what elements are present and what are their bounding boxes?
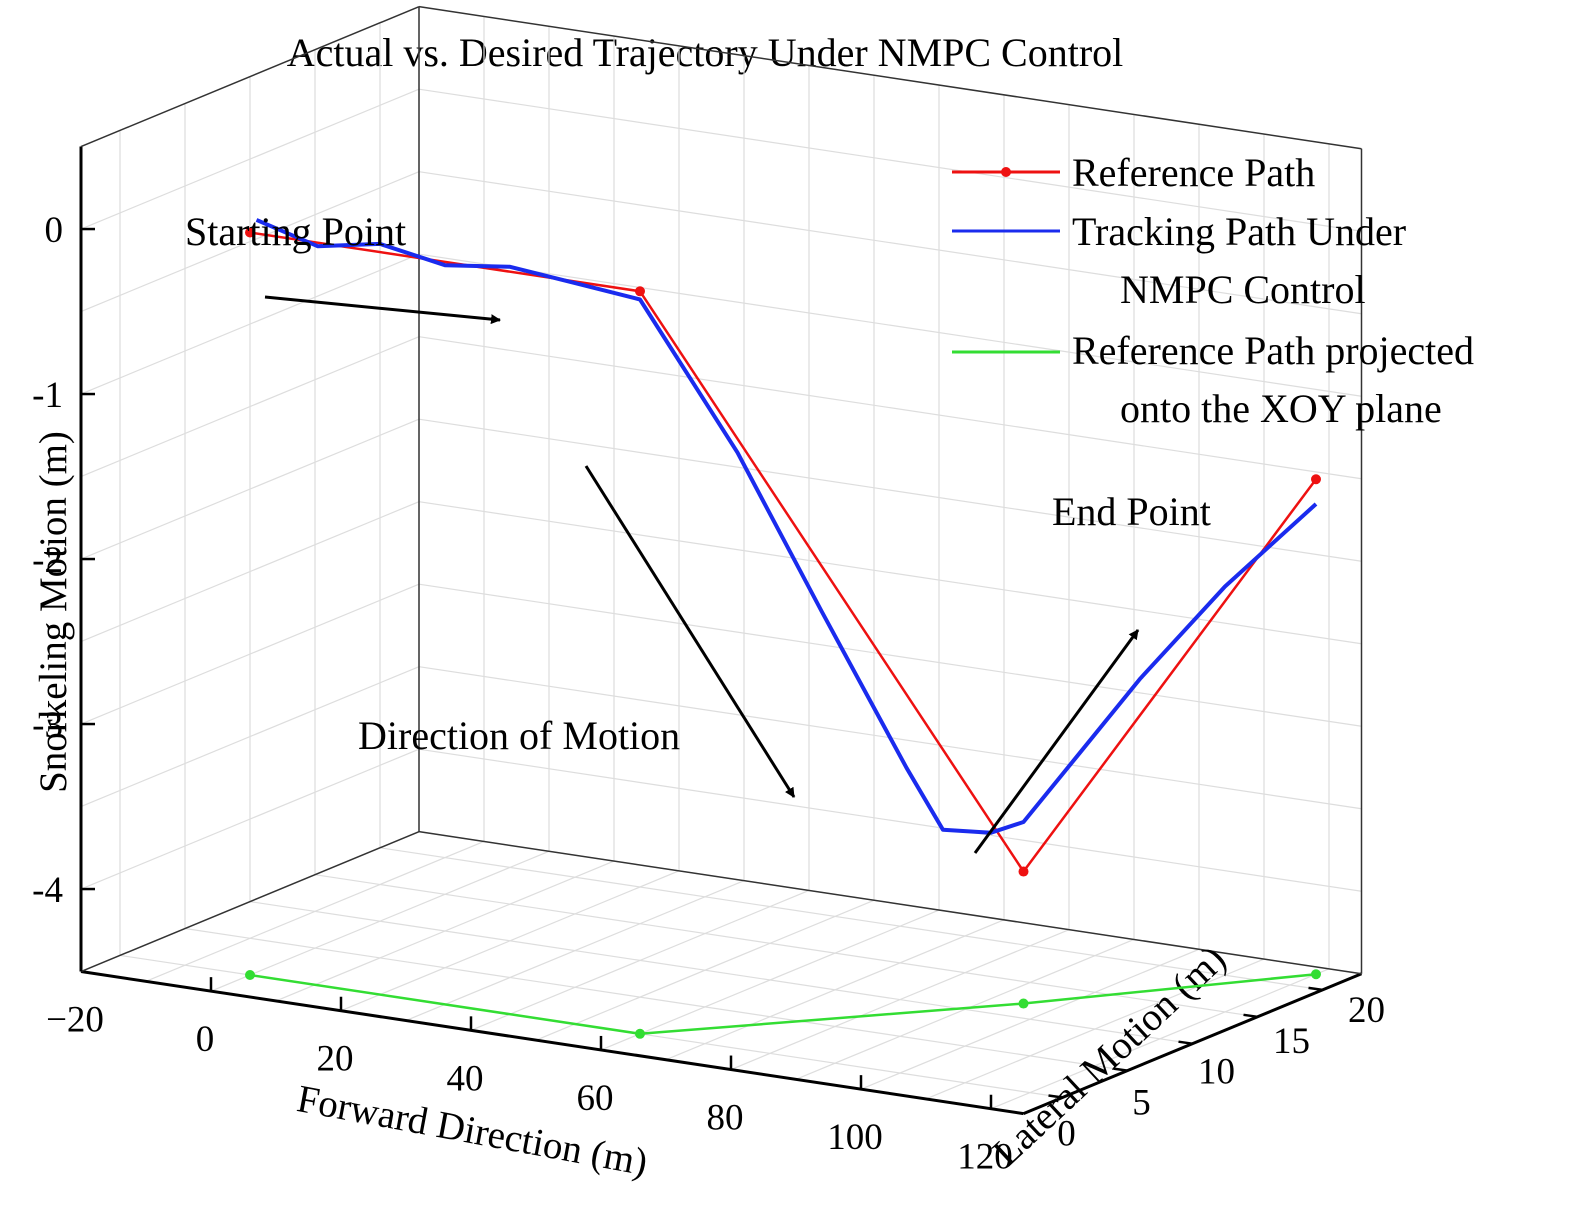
z-axis-label: Snorkeling Motion (m) xyxy=(32,431,75,793)
grid-line xyxy=(80,748,420,890)
z-tick-label: -4 xyxy=(32,870,63,911)
annotation-direction-of-motion: Direction of Motion xyxy=(358,713,680,758)
series-line xyxy=(249,972,1317,1036)
grid-line xyxy=(418,748,1362,892)
y-tick-mark xyxy=(1178,1040,1193,1045)
y-axis-label: Lateral Motion (m) xyxy=(985,937,1235,1174)
y-tick-label: 5 xyxy=(1132,1083,1151,1124)
grid-line xyxy=(80,666,420,808)
x-tick-label: 20 xyxy=(317,1039,354,1080)
z-tick-label: -2 xyxy=(32,540,63,581)
grid-line xyxy=(184,927,1128,1072)
z-tick-label: -1 xyxy=(32,375,63,416)
grid-line xyxy=(418,418,1362,562)
series-1 xyxy=(255,218,1318,835)
arrow-start xyxy=(264,295,501,325)
y-tick-mark xyxy=(1048,1094,1063,1099)
series-point xyxy=(635,286,645,297)
series-point xyxy=(635,1028,645,1039)
series-0 xyxy=(245,227,1321,877)
x-tick-label: 60 xyxy=(577,1078,614,1119)
annotation-starting-point: Starting Point xyxy=(185,209,406,254)
arrow-end xyxy=(973,629,1140,854)
series-layer xyxy=(245,218,1321,1039)
series-line xyxy=(249,231,1318,873)
x-tick-label: 80 xyxy=(707,1098,744,1139)
legend-label-reference-path: Reference Path xyxy=(1072,150,1315,195)
y-tick-label: 0 xyxy=(1057,1114,1076,1155)
x-tick-label: 0 xyxy=(196,1019,215,1060)
y-tick-label: 20 xyxy=(1348,990,1385,1031)
series-line xyxy=(255,218,1318,835)
z-tick-label: 0 xyxy=(45,210,64,251)
frame-edge xyxy=(80,830,420,973)
series-point xyxy=(245,970,255,980)
tick-labels: −20 0 20 40 60 80 100 120 0 5 10 15 20 0 -1 -2 -3 -4 xyxy=(32,210,1385,1178)
x-tick-label: 100 xyxy=(827,1117,883,1158)
grid-line xyxy=(418,171,1362,315)
legend-item-reference-path: Reference Path xyxy=(952,150,1315,195)
y-tick-mark xyxy=(1308,986,1323,992)
grid-line xyxy=(80,171,420,313)
grid-line xyxy=(80,501,420,643)
grid-line xyxy=(249,901,1193,1045)
legend-label-tracking-line2: NMPC Control xyxy=(1120,267,1366,312)
legend-label-projected-line1: Reference Path projected xyxy=(1072,328,1474,373)
grid-line xyxy=(418,501,1362,645)
annotations: Starting Point Direction of Motion End P… xyxy=(185,209,1211,854)
x-tick-label: −20 xyxy=(46,1000,104,1041)
grid-line xyxy=(80,253,420,395)
legend: Reference Path Tracking Path Under NMPC … xyxy=(952,150,1474,431)
z-tick-label: -3 xyxy=(32,705,63,746)
series-point xyxy=(1311,474,1321,485)
grid-line xyxy=(418,336,1362,480)
x-tick-label: 40 xyxy=(447,1058,484,1099)
grid-line xyxy=(418,88,1362,232)
legend-label-projected-line2: onto the XOY plane xyxy=(1120,386,1442,431)
y-tick-mark xyxy=(1113,1067,1128,1072)
axes-frame xyxy=(79,5,1363,1116)
chart-title: Actual vs. Desired Trajectory Under NMPC… xyxy=(287,30,1124,75)
frame-edge xyxy=(418,5,1362,150)
x-axis-line xyxy=(80,970,1024,1116)
annotation-end-point: End Point xyxy=(1052,489,1211,534)
legend-item-projected-path: Reference Path projected onto the XOY pl… xyxy=(952,328,1474,431)
grid-line xyxy=(418,253,1362,397)
y-tick-label: 10 xyxy=(1198,1052,1235,1093)
series-2 xyxy=(245,969,1321,1039)
legend-label-tracking-line1: Tracking Path Under xyxy=(1072,209,1406,254)
y-tick-label: 15 xyxy=(1273,1021,1310,1062)
grid-line xyxy=(314,874,1258,1018)
series-point xyxy=(1018,998,1029,1009)
grid-line xyxy=(80,336,420,478)
y-tick-mark xyxy=(1243,1013,1258,1019)
series-point xyxy=(1018,866,1029,877)
grid-line xyxy=(80,88,420,230)
grid-line xyxy=(379,847,1323,991)
legend-item-tracking-path: Tracking Path Under NMPC Control xyxy=(952,209,1406,312)
frame-edge xyxy=(418,830,1362,975)
grid-line xyxy=(418,583,1362,727)
arrow-direction xyxy=(584,465,796,798)
grid-line xyxy=(80,583,420,725)
frame-edge xyxy=(80,5,420,148)
series-point xyxy=(245,227,255,238)
grid-line xyxy=(80,418,420,560)
x-tick-label: 120 xyxy=(957,1137,1013,1178)
series-point xyxy=(1311,969,1321,980)
